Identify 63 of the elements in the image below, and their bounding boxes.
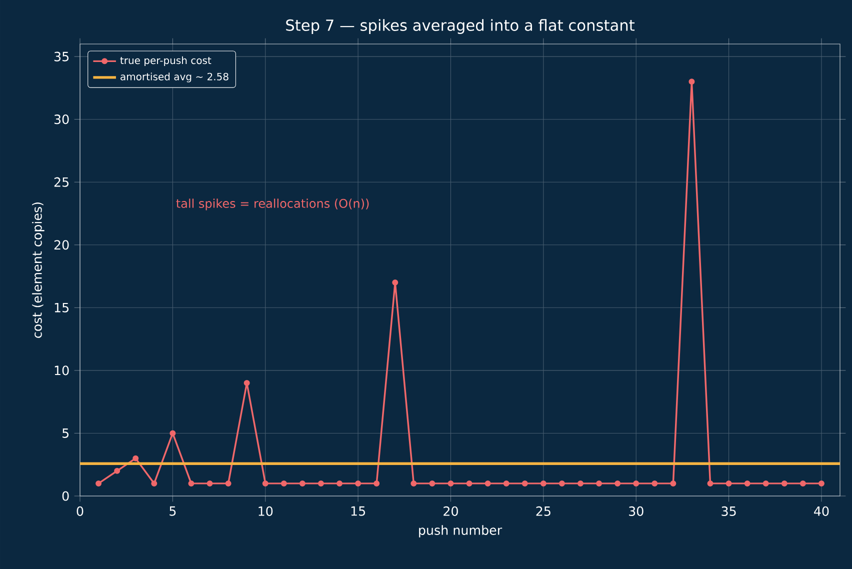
y-tick-label: 25 xyxy=(54,177,69,187)
x-axis-title: push number xyxy=(419,525,502,538)
point xyxy=(225,480,232,486)
point xyxy=(336,480,343,486)
point xyxy=(429,480,436,486)
point xyxy=(318,480,324,486)
point xyxy=(188,480,194,486)
x-tick-label: 25 xyxy=(536,506,550,516)
y-axis-title: cost (element copies) xyxy=(32,202,44,338)
point xyxy=(151,480,158,486)
point xyxy=(596,480,602,486)
annotation: tall spikes = reallocations (O(n)) xyxy=(176,198,369,210)
point xyxy=(707,480,714,486)
point xyxy=(244,380,250,386)
x-tick-label: 15 xyxy=(351,506,366,516)
point xyxy=(114,468,120,474)
y-tick-label: 20 xyxy=(54,240,69,250)
x-tick-label: 40 xyxy=(814,506,829,516)
point xyxy=(688,78,695,85)
y-tick-label: 10 xyxy=(54,366,69,376)
x-tick-label: 35 xyxy=(722,506,736,516)
point xyxy=(132,455,139,462)
point xyxy=(206,480,213,486)
y-tick-label: 15 xyxy=(54,302,69,312)
point xyxy=(503,480,510,486)
point xyxy=(670,480,676,486)
x-tick-label: 20 xyxy=(444,506,458,516)
y-tick-label: 0 xyxy=(62,491,69,501)
point xyxy=(522,480,528,486)
y-tick-label: 35 xyxy=(54,52,69,62)
point xyxy=(614,480,621,486)
y-tick-label: 5 xyxy=(62,428,69,438)
point xyxy=(374,480,380,486)
point xyxy=(410,480,417,486)
point xyxy=(262,480,268,486)
point xyxy=(96,480,102,486)
point xyxy=(744,480,750,486)
legend-label: amortised avg ~ 2.58 xyxy=(120,72,228,82)
point xyxy=(299,480,306,486)
legend-label: true per-push cost xyxy=(120,56,212,66)
point xyxy=(448,480,454,486)
point xyxy=(762,480,769,486)
point xyxy=(466,480,472,486)
point xyxy=(558,480,565,486)
point xyxy=(392,280,398,286)
point xyxy=(633,480,640,486)
point xyxy=(355,480,362,486)
point xyxy=(781,480,788,486)
point xyxy=(818,480,824,486)
x-tick-label: 0 xyxy=(76,506,84,516)
x-tick-label: 10 xyxy=(258,506,273,516)
point xyxy=(800,480,806,486)
point xyxy=(170,430,176,436)
point xyxy=(577,480,584,486)
point xyxy=(652,480,658,486)
chart-title: Step 7 — spikes averaged into a flat constant xyxy=(286,19,635,34)
point xyxy=(484,480,491,486)
y-tick-label: 30 xyxy=(54,114,69,124)
point xyxy=(540,480,546,486)
x-tick-label: 30 xyxy=(629,506,644,516)
x-tick-label: 5 xyxy=(170,506,176,516)
point xyxy=(280,480,287,486)
point xyxy=(726,480,732,486)
